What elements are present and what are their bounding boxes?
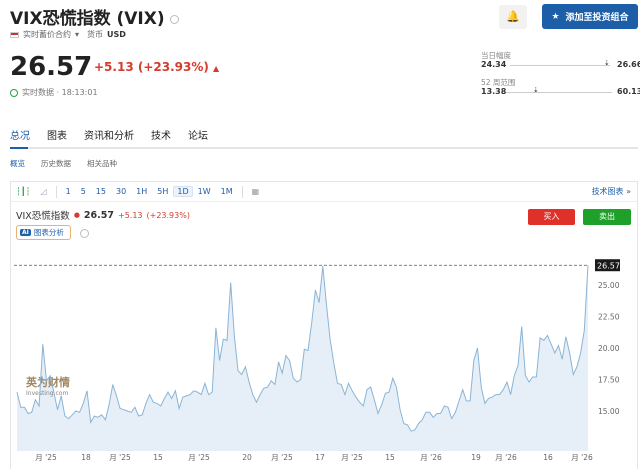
star-icon: ★ [551, 11, 560, 22]
x-tick-label: 月 '25 [341, 453, 363, 462]
y-tick-label: 20.00 [598, 344, 620, 353]
interval-1h[interactable]: 1H [136, 187, 148, 196]
subtab-history[interactable]: 历史数据 [41, 159, 71, 168]
chevron-down-icon: ▾ [75, 30, 80, 39]
tech-chart-link[interactable]: 技术图表 » [591, 187, 631, 196]
interval-1w[interactable]: 1W [197, 187, 211, 196]
last-price-label: 26.57 [597, 262, 620, 271]
x-tick-label: 19 [471, 453, 481, 462]
sell-button[interactable]: 卖出 [583, 209, 631, 225]
active-tab-indicator [10, 147, 28, 149]
x-tick-label: 月 '26 [495, 453, 517, 462]
change-text: +5.13 (+23.93%) [94, 60, 209, 74]
contract-select[interactable]: 实时蓄价合约 [23, 30, 71, 39]
price: 26.57 [10, 52, 93, 82]
y-tick-label: 22.50 [598, 313, 620, 322]
bell-plus-icon: 🔔 [506, 10, 520, 23]
day-range-bar [510, 65, 610, 66]
interval-1d[interactable]: 1D [173, 186, 193, 197]
wk52-high: 60.13 [617, 87, 640, 96]
investing-watermark-sub: Investing.com [26, 390, 68, 397]
interval-5[interactable]: 5 [80, 187, 86, 196]
x-tick-label: 16 [543, 453, 553, 462]
page-title: VIX恐慌指数 (VIX) [10, 4, 179, 29]
realtime-status: 实时数据 · 18:13:01 [10, 87, 98, 98]
x-tick-label: 月 '25 [109, 453, 131, 462]
alert-bell-button[interactable]: 🔔 [499, 5, 527, 29]
sub-tabs: 概览 历史数据 相关品种 [10, 158, 117, 169]
legend-name: VIX恐慌指数 [16, 211, 70, 222]
clock-icon [10, 88, 18, 97]
y-tick-label: 17.50 [598, 376, 620, 385]
currency-label: 货币 [87, 30, 104, 39]
legend-pct: (+23.93%) [146, 210, 190, 220]
area-chart-icon[interactable]: ◿ [40, 187, 47, 196]
price-area [17, 265, 588, 451]
ai-chart-analysis-button[interactable]: AI 图表分析 [16, 225, 71, 240]
legend-change: +5.13 [117, 210, 143, 220]
tab-overview[interactable]: 总况 [10, 131, 30, 142]
up-arrow-icon: ▲ [213, 64, 220, 73]
day-high: 26.66 [617, 60, 640, 69]
interval-15[interactable]: 15 [95, 187, 106, 196]
toolbar-separator [241, 185, 243, 198]
candlestick-icon[interactable]: ┆┃┆ [16, 187, 31, 196]
ai-icon: AI [20, 229, 31, 236]
tab-forum[interactable]: 论坛 [188, 131, 208, 142]
tab-technical[interactable]: 技术 [151, 131, 171, 142]
y-tick-label: 15.00 [598, 407, 620, 416]
interval-1[interactable]: 1 [65, 187, 71, 196]
wk52-low: 13.38 [481, 87, 507, 96]
contract-info: 实时蓄价合约 ▾ 货币 USD [10, 29, 126, 40]
calendar-icon[interactable]: ▦ [251, 187, 260, 196]
wk52-label: 52 周范围 [481, 78, 516, 87]
y-tick-label: 25.00 [598, 281, 620, 290]
day-low: 24.34 [481, 60, 507, 69]
realtime-text: 实时数据 · 18:13:01 [22, 88, 98, 97]
x-tick-label: 月 '25 [35, 453, 57, 462]
chart-panel [10, 181, 638, 469]
day-range-label: 当日幅度 [481, 51, 511, 60]
x-tick-label: 20 [242, 453, 252, 462]
add-portfolio-label: 添加至投资组合 [565, 13, 629, 23]
currency-value: USD [107, 30, 126, 39]
us-flag-icon [10, 31, 19, 38]
main-tabs: 总况 图表 资讯和分析 技术 论坛 [10, 127, 208, 142]
info-icon[interactable] [169, 14, 179, 24]
price-line [16, 265, 589, 432]
wk52-range-bar [506, 92, 612, 93]
red-dot-icon: ● [73, 211, 80, 219]
interval-1m[interactable]: 1M [220, 187, 233, 196]
legend-price: 26.57 [83, 209, 114, 221]
subtab-overview[interactable]: 概览 [10, 159, 25, 168]
x-tick-label: 15 [153, 453, 163, 462]
x-tick-label: 月 '26 [420, 453, 442, 462]
chart-legend: VIX恐慌指数 ● 26.57 +5.13 (+23.93%) [16, 208, 190, 223]
x-tick-label: 月 '25 [188, 453, 210, 462]
tab-divider [10, 147, 638, 149]
add-to-portfolio-button[interactable]: ★ 添加至投资组合 [542, 4, 638, 29]
x-tick-label: 月 '25 [271, 453, 293, 462]
interval-30[interactable]: 30 [115, 187, 127, 196]
x-tick-label: 18 [81, 453, 91, 462]
tab-chart[interactable]: 图表 [47, 131, 67, 142]
tab-news[interactable]: 资讯和分析 [84, 131, 134, 142]
price-chart[interactable]: 英为财情 Investing.com 26.57 15.00 17.50 20.00 2… [0, 250, 640, 469]
title-text: VIX恐慌指数 (VIX) [10, 9, 165, 29]
x-tick-label: 15 [385, 453, 395, 462]
x-tick-label: 17 [315, 453, 325, 462]
subtab-related[interactable]: 相关品种 [87, 159, 117, 168]
last-price-badge [595, 259, 620, 272]
toolbar-separator [55, 185, 57, 198]
x-tick-label: 月 '26 [571, 453, 593, 462]
buy-button[interactable]: 买入 [528, 209, 575, 225]
interval-5h[interactable]: 5H [157, 187, 169, 196]
investing-watermark: 英为财情 [25, 375, 70, 389]
price-change: +5.13 (+23.93%) ▲ [94, 60, 219, 74]
wk52-range-marker: ⇣ [533, 86, 539, 94]
day-range-marker: ⇣ [604, 59, 610, 67]
ai-label: 图表分析 [33, 228, 64, 237]
chart-toolbar: ┆┃┆ ◿ 1 5 15 30 1H 5H 1D 1W 1M ▦ 技术图表 » [11, 182, 637, 202]
info-icon[interactable] [80, 229, 89, 238]
